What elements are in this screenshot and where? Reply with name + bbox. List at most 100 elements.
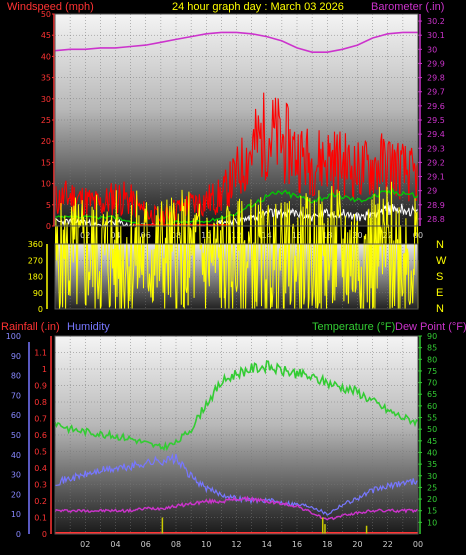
x-tick-label: 12 [231, 540, 241, 549]
temperature-y-tick-label: 15 [427, 507, 437, 516]
rainfall-y-tick-label: 0.8 [34, 398, 47, 407]
humidity-y-tick-label: 40 [11, 451, 21, 460]
x-tick-label: 14 [262, 540, 272, 549]
x-tick-label: 02 [80, 231, 90, 240]
direction-letter-w: W [436, 255, 447, 267]
temperature-y-tick-label: 80 [427, 355, 437, 364]
temperature-y-tick-label: 30 [427, 472, 437, 481]
x-tick-label: 16 [292, 231, 302, 240]
wind-y-tick-label: 10 [41, 180, 51, 189]
direction-y-tick-label: 180 [28, 273, 43, 282]
humidity-label: Humidity [67, 321, 110, 333]
humidity-y-tick-label: 30 [11, 471, 21, 480]
x-tick-label: 12 [231, 231, 241, 240]
x-tick-label: 22 [383, 231, 393, 240]
barometer-y-tick-label: 29.9 [427, 59, 445, 68]
x-tick-label: 08 [171, 540, 181, 549]
direction-y-tick-label: 270 [28, 256, 43, 265]
chart-title: 24 hour graph day : March 03 2026 [172, 1, 344, 13]
humidity-y-tick-label: 10 [11, 510, 21, 519]
wind-y-tick-label: 35 [41, 74, 51, 83]
temperature-y-tick-label: 55 [427, 414, 437, 423]
barometer-y-tick-label: 29.1 [427, 173, 445, 182]
barometer-y-tick-label: 28.8 [427, 215, 445, 224]
barometer-y-tick-label: 30.2 [427, 17, 445, 26]
x-tick-label: 06 [141, 231, 151, 240]
wind-y-tick-label: 0 [46, 222, 51, 231]
x-tick-label: 06 [141, 540, 151, 549]
rainfall-y-tick-label: 0.4 [34, 464, 47, 473]
humidity-y-tick-label: 100 [6, 332, 21, 341]
rainfall-y-tick-label: 0.3 [34, 481, 47, 490]
barometer-y-tick-label: 29.2 [427, 158, 445, 167]
barometer-series [54, 31, 418, 53]
humidity-y-tick-label: 20 [11, 490, 21, 499]
wind-y-tick-label: 5 [46, 201, 51, 210]
rainfall-y-tick-label: 1.1 [34, 349, 47, 358]
wind-plot-border [54, 13, 419, 227]
barometer-y-tick-label: 29.7 [427, 88, 445, 97]
barometer-y-tick-label: 29.3 [427, 144, 445, 153]
direction-letter-e: E [436, 287, 443, 299]
temperature-label: Temperature (°F) [312, 321, 395, 333]
wind-average-series [54, 187, 419, 227]
temperature-y-tick-label: 70 [427, 379, 437, 388]
direction-letter-n-top: N [436, 239, 444, 251]
x-tick-label: 16 [292, 540, 302, 549]
wind-y-tick-label: 40 [41, 52, 51, 61]
x-tick-label: 02 [80, 540, 90, 549]
temperature-y-tick-label: 20 [427, 495, 437, 504]
windspeed-label: Windspeed (mph) [7, 1, 94, 13]
barometer-y-tick-label: 29.5 [427, 116, 445, 125]
temperature-y-tick-label: 10 [427, 518, 437, 527]
barometer-y-tick-label: 29 [427, 187, 437, 196]
rainfall-y-tick-label: 0 [42, 530, 47, 539]
rainfall-y-tick-label: 0.1 [34, 514, 47, 523]
temperature-y-tick-label: 85 [427, 344, 437, 353]
dewpoint-label: Dew Point (°F) [395, 321, 466, 333]
rainfall-y-tick-label: 1 [42, 365, 47, 374]
direction-plot-border [54, 243, 419, 310]
rainfall-label: Rainfall (.in) [1, 321, 60, 333]
barometer-y-tick-label: 30.1 [427, 31, 445, 40]
humidity-y-tick-label: 70 [11, 391, 21, 400]
temperature-y-tick-label: 65 [427, 390, 437, 399]
temperature-y-tick-label: 35 [427, 460, 437, 469]
barometer-label: Barometer (.in) [371, 1, 444, 13]
direction-y-tick-label: 90 [33, 289, 43, 298]
x-tick-label: 20 [352, 540, 362, 549]
temperature-plot-border [54, 335, 419, 535]
x-tick-label: 10 [201, 540, 211, 549]
rainfall-y-tick-label: 0.2 [34, 497, 47, 506]
temperature-y-tick-label: 50 [427, 425, 437, 434]
wind-y-tick-label: 45 [41, 31, 51, 40]
humidity-y-tick-label: 90 [11, 352, 21, 361]
temperature-y-tick-label: 25 [427, 483, 437, 492]
direction-letter-n-bottom: N [436, 303, 444, 315]
x-tick-label: 08 [171, 231, 181, 240]
temperature-y-tick-label: 45 [427, 437, 437, 446]
temperature-y-tick-label: 60 [427, 402, 437, 411]
wind-low-series [54, 201, 419, 228]
temperature-y-tick-label: 40 [427, 448, 437, 457]
rainfall-y-tick-label: 0.6 [34, 431, 47, 440]
x-tick-label: 04 [110, 540, 120, 549]
temperature-y-tick-label: 75 [427, 367, 437, 376]
temperature-y-tick-label: 90 [427, 332, 437, 341]
wind-y-tick-label: 50 [41, 10, 51, 19]
direction-y-tick-label: 0 [38, 305, 43, 314]
x-tick-label: 00 [413, 540, 423, 549]
wind-gust-series [54, 92, 419, 227]
wind-y-tick-label: 30 [41, 95, 51, 104]
direction-y-tick-label: 360 [28, 240, 43, 249]
rainfall-y-tick-label: 0.5 [34, 448, 47, 457]
wind-y-tick-label: 20 [41, 137, 51, 146]
barometer-y-tick-label: 29.4 [427, 130, 445, 139]
humidity-series [54, 453, 418, 516]
wind-y-tick-label: 15 [41, 158, 51, 167]
humidity-y-tick-label: 80 [11, 372, 21, 381]
dewpoint-series [54, 495, 419, 521]
x-tick-label: 14 [262, 231, 272, 240]
x-tick-label: 22 [383, 540, 393, 549]
